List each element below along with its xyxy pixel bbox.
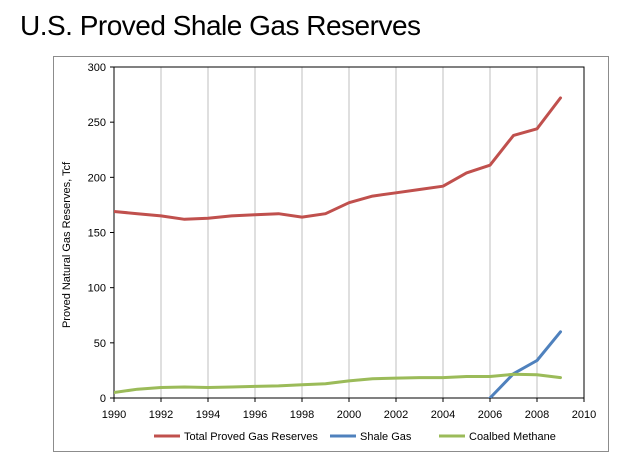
- series-line-total-proved-gas-reserves: [114, 96, 562, 221]
- y-tick-label-200: 200: [88, 172, 106, 184]
- tick-labels: 1990 1992 1994 1996 1998 2000 2002 2004 2006 2008…: [88, 62, 597, 421]
- x-tick-label-2000: 2000: [337, 409, 361, 421]
- y-tick-label-150: 150: [88, 228, 106, 240]
- legend-label-total-proved-gas-reserves: Total Proved Gas Reserves: [184, 431, 318, 443]
- x-tick-label-2002: 2002: [384, 409, 408, 421]
- x-tick-label-2004: 2004: [431, 409, 455, 421]
- x-tick-label-1998: 1998: [290, 409, 314, 421]
- y-tick-label-300: 300: [88, 62, 106, 74]
- x-tick-label-2010: 2010: [572, 409, 596, 421]
- x-tick-label-1994: 1994: [196, 409, 220, 421]
- axes: [110, 66, 585, 402]
- x-tick-label-2006: 2006: [478, 409, 502, 421]
- legend-label-coalbed-methane: Coalbed Methane: [469, 431, 556, 443]
- line-chart: 1990 1992 1994 1996 1998 2000 2002 2004 2006 2008…: [61, 62, 597, 443]
- x-tick-label-1990: 1990: [102, 409, 126, 421]
- chart-frame: 1990 1992 1994 1996 1998 2000 2002 2004 2006 2008…: [53, 56, 609, 452]
- y-tick-label-100: 100: [88, 283, 106, 295]
- gridlines: [160, 67, 585, 398]
- plot-area: [113, 66, 585, 399]
- x-tick-label-1996: 1996: [243, 409, 267, 421]
- page-title: U.S. Proved Shale Gas Reserves: [20, 10, 421, 41]
- y-tick-label-50: 50: [94, 338, 106, 350]
- legend: Total Proved Gas Reserves Shale Gas Coalbe…: [154, 431, 556, 443]
- legend-label-shale-gas: Shale Gas: [360, 431, 412, 443]
- series-line-shale-gas: [488, 330, 562, 398]
- y-tick-label-0: 0: [100, 393, 106, 405]
- series-lines: [114, 96, 562, 398]
- x-tick-label-1992: 1992: [149, 409, 173, 421]
- series-line-coalbed-methane: [114, 372, 562, 394]
- x-tick-label-2008: 2008: [525, 409, 549, 421]
- y-axis-title: Proved Natural Gas Reserves, Tcf: [61, 161, 73, 328]
- y-tick-label-250: 250: [88, 117, 106, 129]
